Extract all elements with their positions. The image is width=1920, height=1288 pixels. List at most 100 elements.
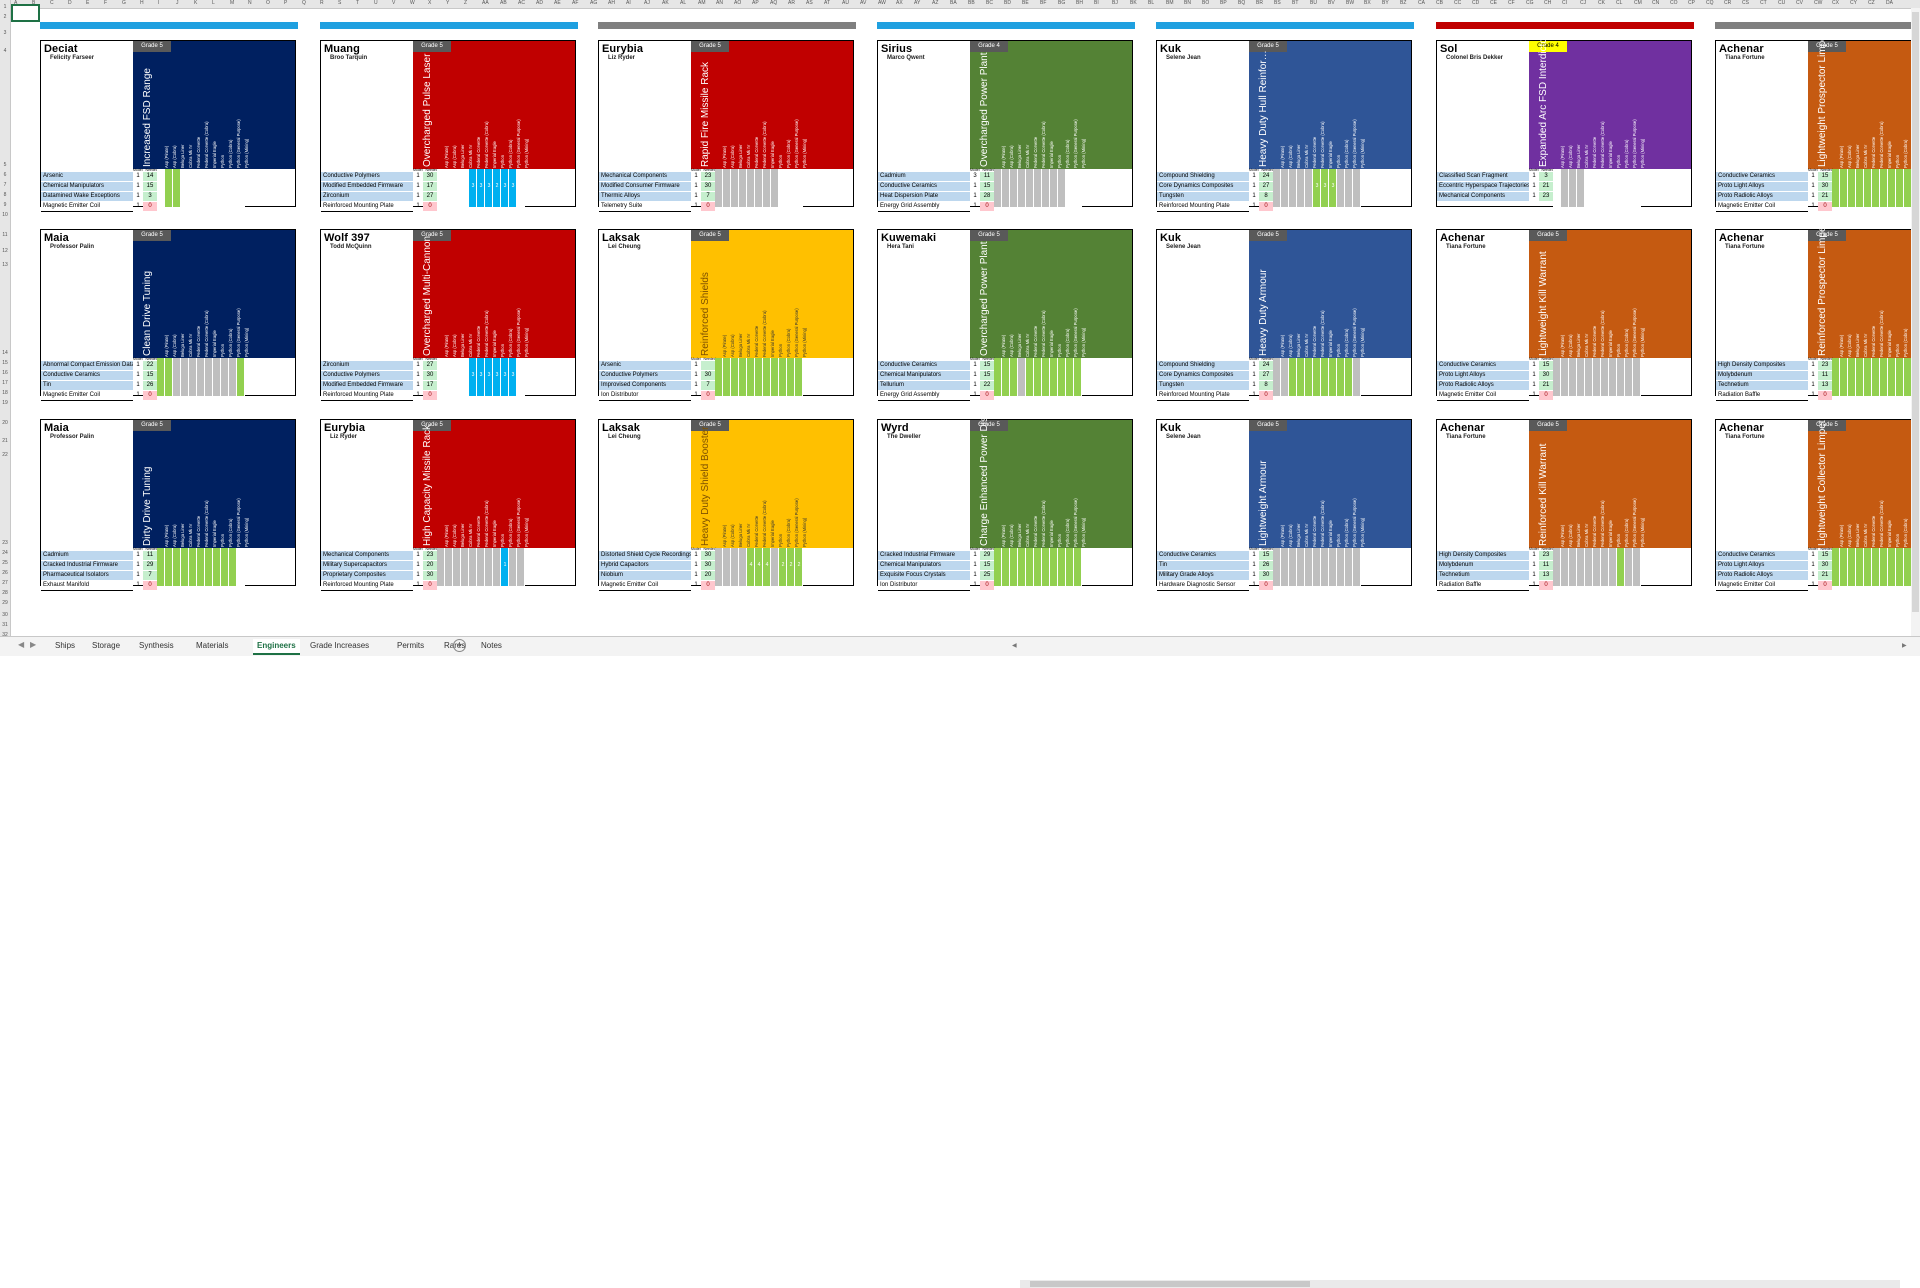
ship-status-cell[interactable] [1050,169,1058,207]
inventory-cell[interactable]: 14 [143,172,157,182]
column-letter[interactable]: BI [1094,0,1099,6]
inventory-cell[interactable]: 27 [1259,371,1273,381]
quantity-cell[interactable]: 1 [691,581,701,591]
ship-status-cell[interactable] [1856,548,1864,586]
tab-storage[interactable]: Storage [92,641,121,650]
quantity-cell[interactable]: 1 [133,581,143,591]
material-row[interactable]: Conductive Ceramics [41,371,133,381]
vertical-scroll-thumb[interactable] [1912,12,1919,612]
ship-status-cell[interactable] [469,548,477,586]
column-letter[interactable]: K [194,0,198,6]
ship-status-cell[interactable] [1297,548,1305,586]
material-row[interactable]: Zirconium [321,361,413,371]
inventory-cell[interactable]: 0 [1818,202,1832,212]
ship-status-cell[interactable] [1832,169,1840,207]
column-letter[interactable]: CO [1670,0,1678,6]
quantity-cell[interactable]: 1 [970,192,980,202]
column-letter[interactable]: CI [1562,0,1567,6]
column-letter[interactable]: V [392,0,396,6]
row-number[interactable]: 8 [3,192,7,198]
ship-status-cell[interactable]: 3 [485,358,493,396]
quantity-cell[interactable]: 1 [970,581,980,591]
quantity-cell[interactable]: 1 [1249,561,1259,571]
ship-status-cell[interactable] [747,358,755,396]
tab-engineers[interactable]: Engineers [253,639,300,655]
material-row[interactable]: Magnetic Emitter Coil [1716,202,1808,212]
material-row[interactable]: Chemical Manipulators [878,561,970,571]
ship-status-cell[interactable] [445,548,453,586]
ship-status-cell[interactable] [994,358,1002,396]
ship-status-cell[interactable] [1856,169,1864,207]
inventory-cell[interactable] [701,361,715,371]
material-row[interactable]: Technetium [1716,381,1808,391]
inventory-cell[interactable]: 22 [143,361,157,371]
quantity-cell[interactable]: 1 [1808,172,1818,182]
ship-status-cell[interactable] [437,169,445,207]
ship-status-cell[interactable] [1321,548,1329,586]
inventory-cell[interactable]: 22 [980,381,994,391]
ship-status-cell[interactable] [1353,548,1361,586]
column-letter[interactable]: AR [788,0,795,6]
material-row[interactable]: Magnetic Emitter Coil [599,581,691,591]
ship-status-cell[interactable] [1034,169,1042,207]
column-letter[interactable]: AL [680,0,687,6]
material-row[interactable]: Zirconium [321,192,413,202]
prev-sheet-arrow-icon[interactable]: ◀ [18,640,25,649]
ship-status-cell[interactable] [1273,169,1281,207]
material-row[interactable]: Conductive Ceramics [1157,551,1249,561]
ship-status-cell[interactable] [1553,358,1561,396]
material-row[interactable]: Chemical Manipulators [878,371,970,381]
material-row[interactable]: Magnetic Emitter Coil [1437,391,1529,401]
material-row[interactable]: Modified Embedded Firmware [321,182,413,192]
ship-status-cell[interactable] [1872,169,1880,207]
quantity-cell[interactable]: 1 [1529,571,1539,581]
ship-status-cell[interactable] [1050,358,1058,396]
column-letter[interactable]: BG [1058,0,1066,6]
ship-status-cell[interactable] [1561,358,1569,396]
ship-status-cell[interactable] [771,169,779,207]
ship-status-cell[interactable] [1353,358,1361,396]
ship-status-cell[interactable] [755,358,763,396]
row-number[interactable]: 9 [3,202,7,208]
ship-status-cell[interactable] [1864,358,1872,396]
quantity-cell[interactable]: 1 [133,172,143,182]
ship-status-cell[interactable] [445,169,453,207]
material-row[interactable]: Classified Scan Fragment [1437,172,1529,182]
column-letter[interactable]: AP [752,0,759,6]
inventory-cell[interactable]: 27 [423,192,437,202]
row-number[interactable]: 28 [2,590,8,596]
row-number[interactable]: 32 [2,632,8,638]
add-sheet-button[interactable]: + [453,639,466,652]
ship-status-cell[interactable] [461,548,469,586]
column-letter[interactable]: BN [1184,0,1191,6]
material-row[interactable]: Cadmium [878,172,970,182]
column-letter[interactable]: DA [1886,0,1893,6]
ship-status-cell[interactable] [181,169,189,207]
inventory-cell[interactable]: 30 [1818,561,1832,571]
ship-status-cell[interactable] [181,358,189,396]
quantity-cell[interactable]: 1 [1808,561,1818,571]
inventory-cell[interactable]: 0 [980,581,994,591]
column-letter[interactable]: CW [1814,0,1823,6]
ship-status-cell[interactable] [517,358,525,396]
inventory-cell[interactable]: 0 [980,391,994,401]
column-letter[interactable]: CZ [1868,0,1875,6]
column-letter[interactable]: S [338,0,342,6]
ship-status-cell[interactable]: 3 [1329,169,1337,207]
column-letter[interactable]: BQ [1238,0,1246,6]
material-row[interactable]: High Density Composites [1437,551,1529,561]
row-number[interactable]: 10 [2,212,8,218]
inventory-cell[interactable]: 7 [701,381,715,391]
column-letter[interactable]: AO [734,0,742,6]
column-letter[interactable]: BE [1022,0,1029,6]
quantity-cell[interactable]: 1 [133,561,143,571]
ship-status-cell[interactable] [1569,548,1577,586]
ship-status-cell[interactable] [445,358,453,396]
inventory-cell[interactable]: 30 [423,571,437,581]
material-row[interactable]: Hybrid Capacitors [599,561,691,571]
ship-status-cell[interactable] [221,358,229,396]
quantity-cell[interactable]: 1 [691,371,701,381]
inventory-cell[interactable]: 21 [1539,381,1553,391]
ship-status-cell[interactable] [747,169,755,207]
ship-status-cell[interactable] [493,548,501,586]
